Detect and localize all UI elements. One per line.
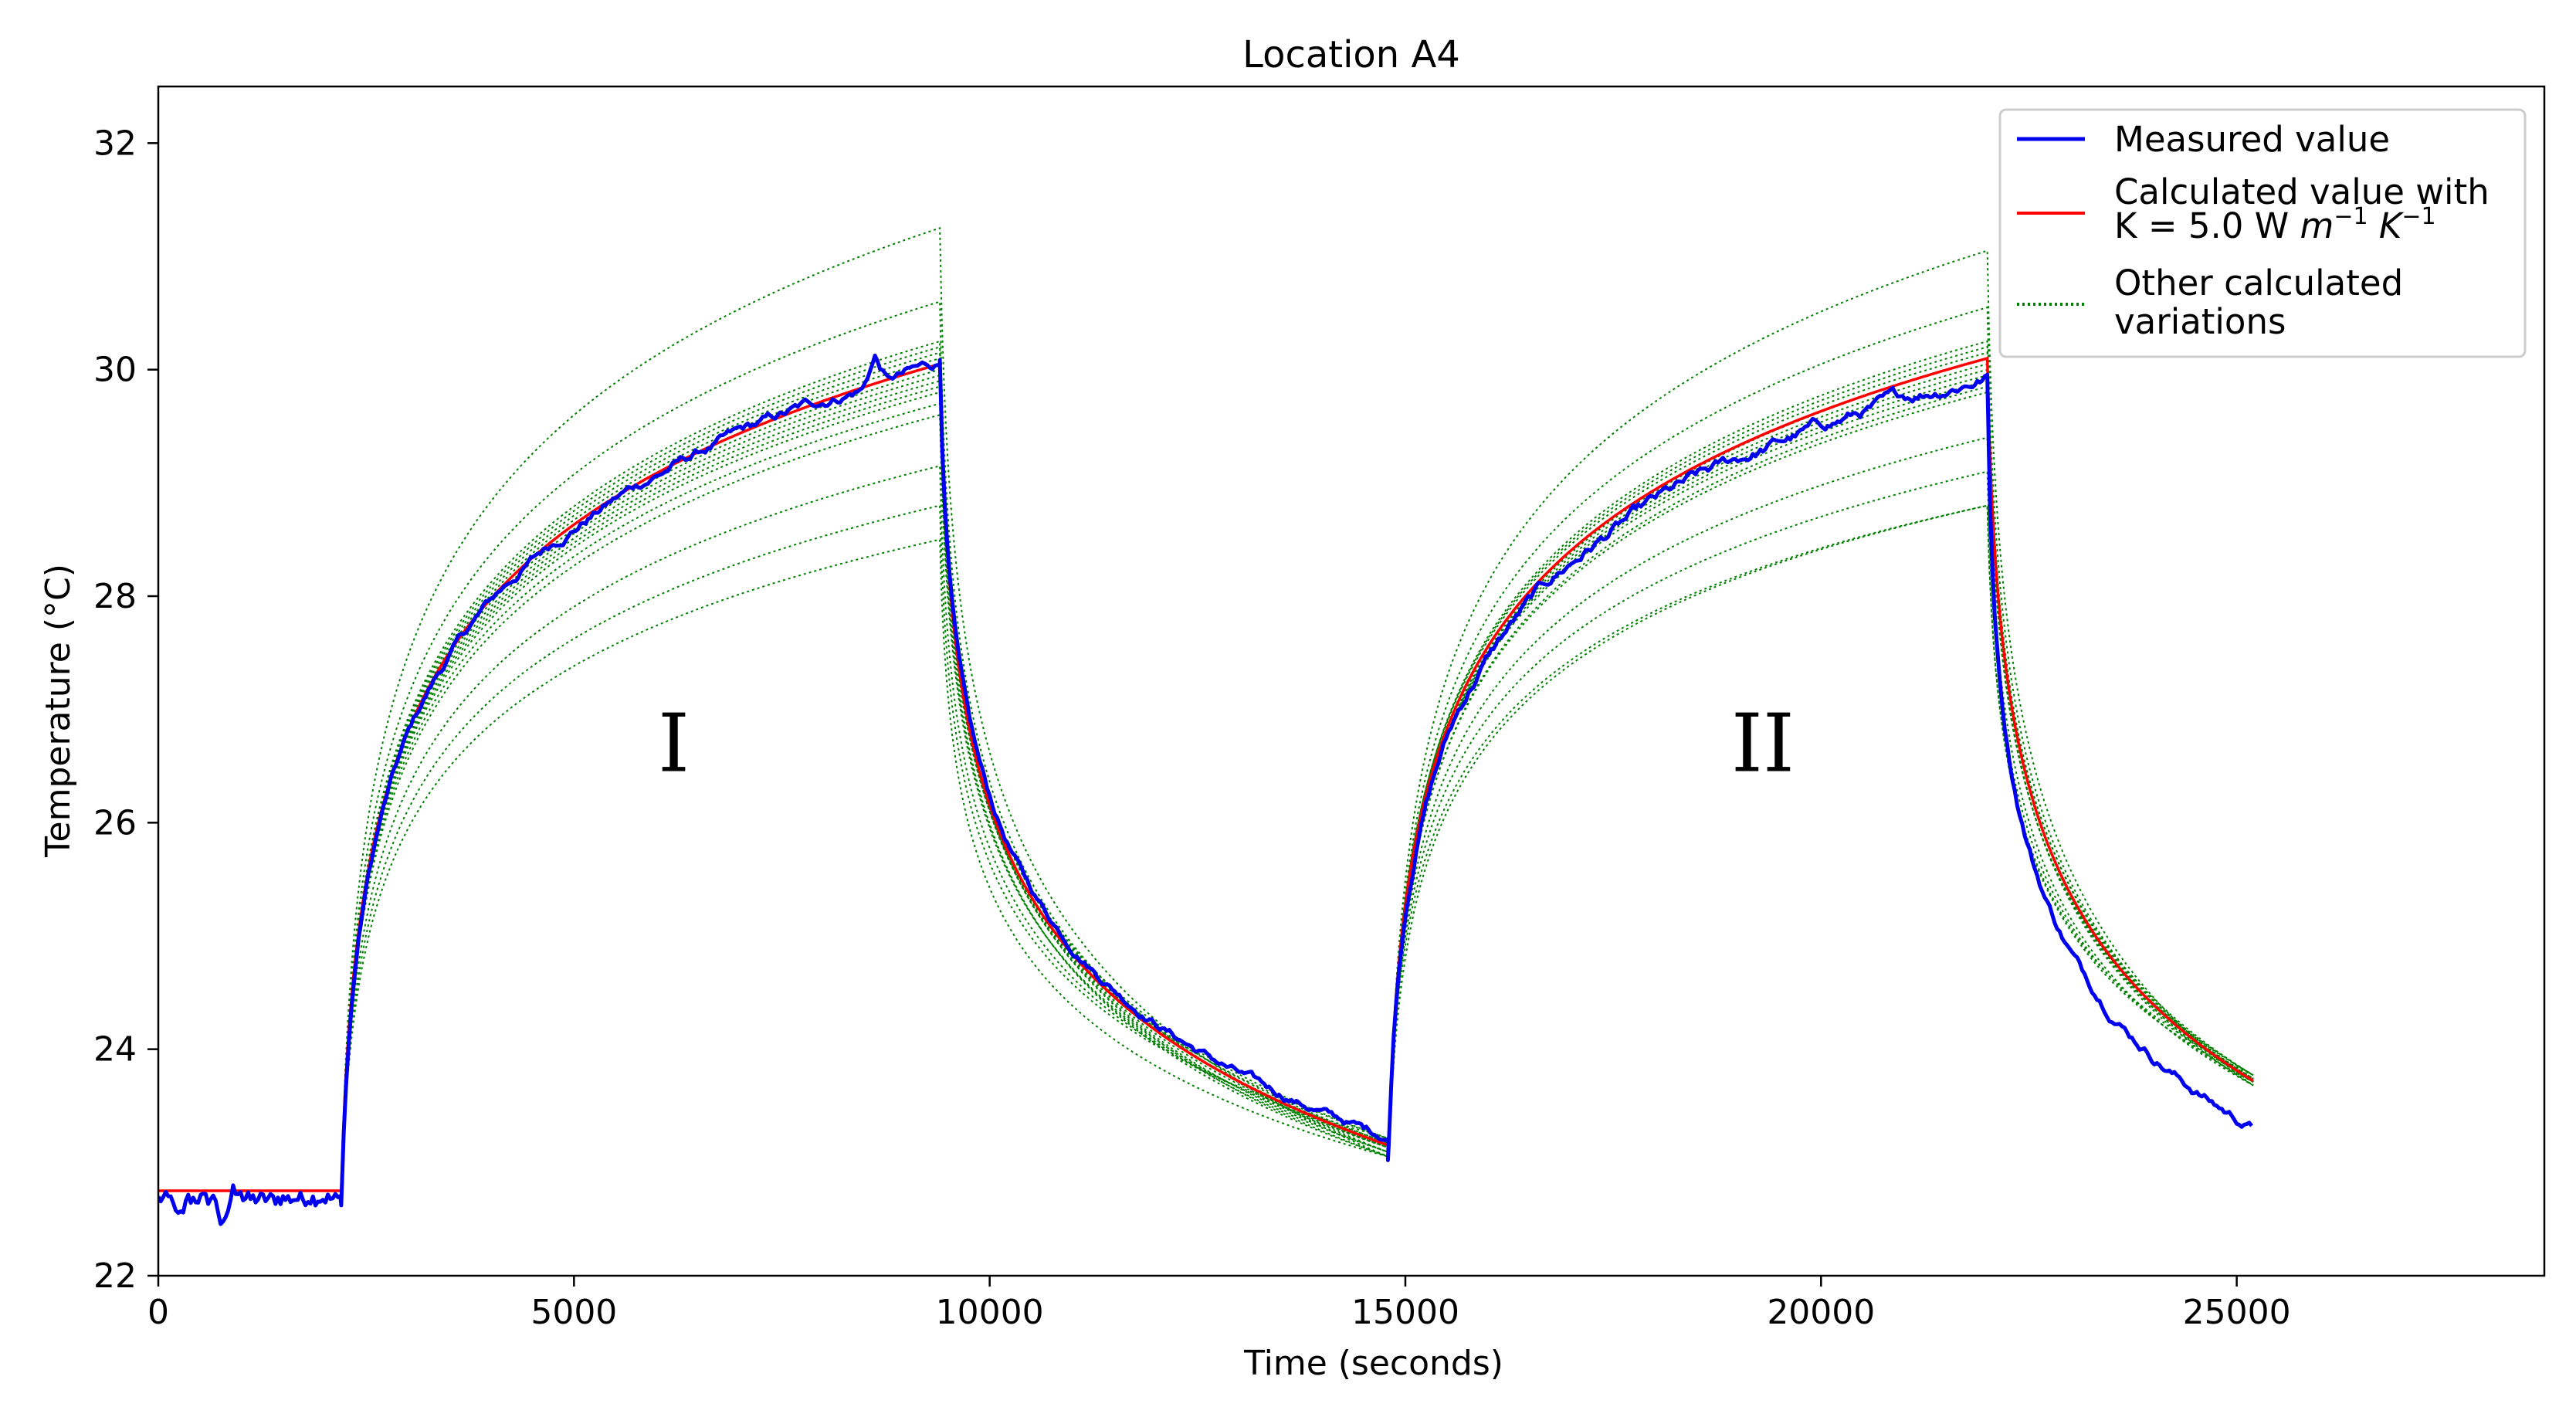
measured-line bbox=[158, 353, 2253, 1226]
x-tick-label: 5000 bbox=[530, 1293, 617, 1332]
y-tick-label: 28 bbox=[93, 577, 137, 616]
legend-m-exponent: −1 bbox=[2334, 203, 2368, 230]
legend-k-exponent: −1 bbox=[2401, 203, 2435, 230]
variation-line bbox=[158, 357, 2254, 1192]
x-tick-label: 10000 bbox=[936, 1293, 1044, 1332]
series-group bbox=[158, 226, 2255, 1226]
legend-k-symbol: K bbox=[2379, 205, 2405, 246]
x-tick-label: 25000 bbox=[2183, 1293, 2291, 1332]
legend-measured-label: Measured value bbox=[2114, 119, 2390, 160]
variation-line bbox=[158, 362, 2254, 1192]
y-tick-label: 32 bbox=[93, 124, 137, 163]
variation-line bbox=[158, 226, 2254, 1192]
legend: Measured value Calculated value with K =… bbox=[1998, 108, 2527, 358]
chart-title: Location A4 bbox=[1242, 33, 1460, 76]
x-axis-label: Time (seconds) bbox=[1243, 1344, 1503, 1383]
legend-variations-label: Other calculated bbox=[2114, 263, 2403, 303]
x-tick-label: 15000 bbox=[1351, 1293, 1459, 1332]
legend-calculated-label-line2: K = 5.0 W m−1 K−1 bbox=[2114, 203, 2436, 246]
y-tick-label: 24 bbox=[93, 1030, 137, 1070]
legend-box bbox=[1998, 108, 2527, 358]
axes: 0 5000 10000 15000 20000 25000 22 24 26 28 30 32 bbox=[93, 85, 2546, 1332]
phase-label-1: I bbox=[658, 697, 690, 791]
annotations: I II bbox=[658, 697, 1795, 791]
y-tick-label: 26 bbox=[93, 803, 137, 843]
y-axis-label: Temperature (°C) bbox=[39, 564, 78, 858]
axes-frame bbox=[157, 85, 2546, 1277]
x-tick-label: 20000 bbox=[1767, 1293, 1875, 1332]
phase-label-2: II bbox=[1731, 697, 1795, 791]
legend-calculated-label: Calculated value with bbox=[2114, 171, 2490, 212]
y-tick-label: 30 bbox=[93, 351, 137, 390]
variation-line bbox=[158, 300, 2254, 1192]
variation-line bbox=[158, 504, 2254, 1192]
variation-line bbox=[158, 380, 2254, 1192]
variation-line bbox=[158, 465, 2254, 1192]
x-tick-label: 0 bbox=[147, 1293, 169, 1332]
legend-variations-label-line2: variations bbox=[2114, 301, 2286, 342]
legend-k-prefix: K = 5.0 W bbox=[2114, 205, 2300, 246]
variation-line bbox=[158, 504, 2254, 1192]
variation-line bbox=[158, 374, 2254, 1192]
plot-area bbox=[158, 226, 2255, 1226]
variation-line bbox=[158, 413, 2254, 1192]
legend-m-symbol: m bbox=[2300, 205, 2334, 246]
variation-line bbox=[158, 368, 2254, 1192]
variation-line bbox=[158, 351, 2254, 1192]
y-tick-label: 22 bbox=[93, 1256, 137, 1296]
